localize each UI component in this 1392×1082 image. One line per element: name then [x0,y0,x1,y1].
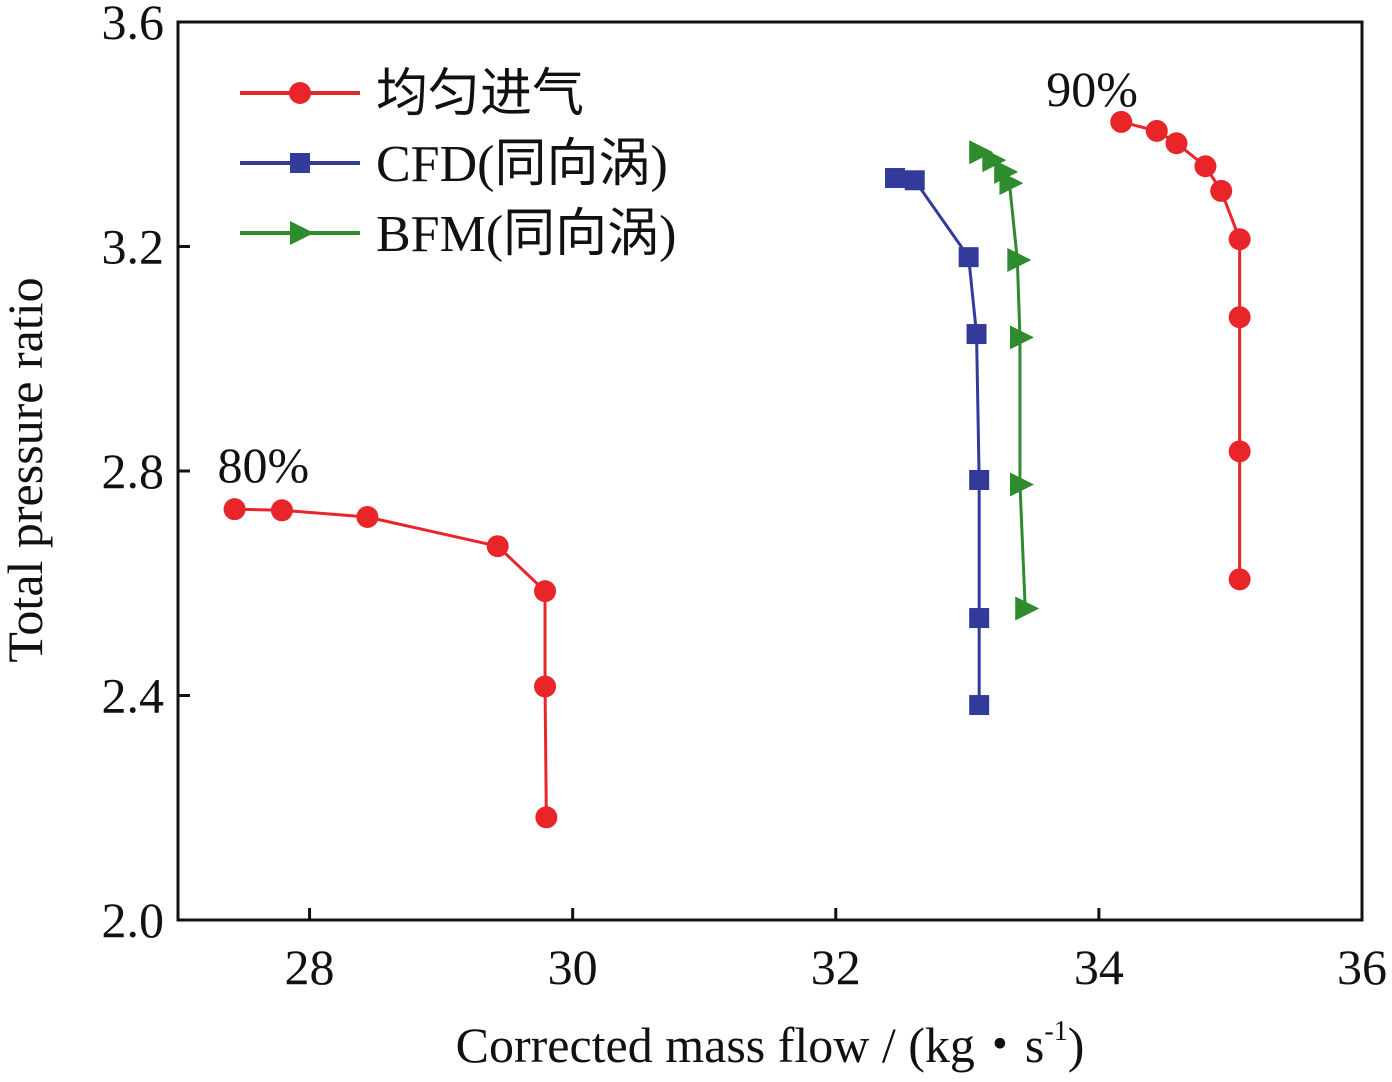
legend-label: CFD(同向涡) [376,136,668,193]
x-tick-label: 28 [285,939,335,995]
x-tick-label: 36 [1337,939,1387,995]
data-point [1110,110,1133,133]
data-point [1194,155,1217,178]
data-point [535,806,558,829]
legend-marker [290,221,314,245]
series-line [978,150,1027,609]
annotation-label: 90% [1046,61,1138,117]
data-point [1210,179,1233,202]
y-tick-label: 2.0 [102,892,165,948]
y-axis-label: Total pressure ratio [0,277,53,662]
data-point [1015,596,1040,621]
series-3 [969,140,1040,621]
y-tick-label: 2.8 [102,443,165,499]
data-point [966,324,987,345]
legend-label: 均匀进气 [376,66,584,123]
series-2 [884,168,990,716]
data-point [999,171,1024,196]
data-point [1009,472,1034,497]
x-tick-label: 30 [548,939,598,995]
data-point [1009,325,1034,350]
legend-marker [290,153,310,173]
x-tick-label: 34 [1074,939,1124,995]
x-tick-label: 32 [811,939,861,995]
series-0 [223,498,558,829]
y-tick-label: 3.6 [102,0,165,50]
data-point [969,695,990,716]
legend-marker [289,82,311,104]
data-point [534,675,557,698]
data-point [1165,132,1188,155]
x-axis-label: Corrected mass flow / (kg・s-1) [456,1016,1085,1073]
plot-frame [176,20,1364,922]
data-point [1228,440,1251,463]
data-point [1228,228,1251,251]
data-point [969,608,990,629]
annotation-label: 80% [217,437,309,493]
data-point [1007,247,1032,272]
data-point [1145,119,1168,142]
series-1 [1110,110,1251,591]
y-tick-label: 3.2 [102,219,165,275]
data-point [1228,306,1251,329]
data-point [969,140,994,165]
data-point [904,170,925,191]
data-point [534,580,557,603]
data-point [1228,568,1251,591]
data-point [969,469,990,490]
data-point [958,247,979,268]
data-point [884,168,905,189]
legend-label: BFM(同向涡) [376,206,676,263]
data-point [223,498,246,521]
data-point [486,535,509,558]
data-point [270,499,293,522]
y-tick-label: 2.4 [102,668,165,724]
data-point [356,506,379,529]
